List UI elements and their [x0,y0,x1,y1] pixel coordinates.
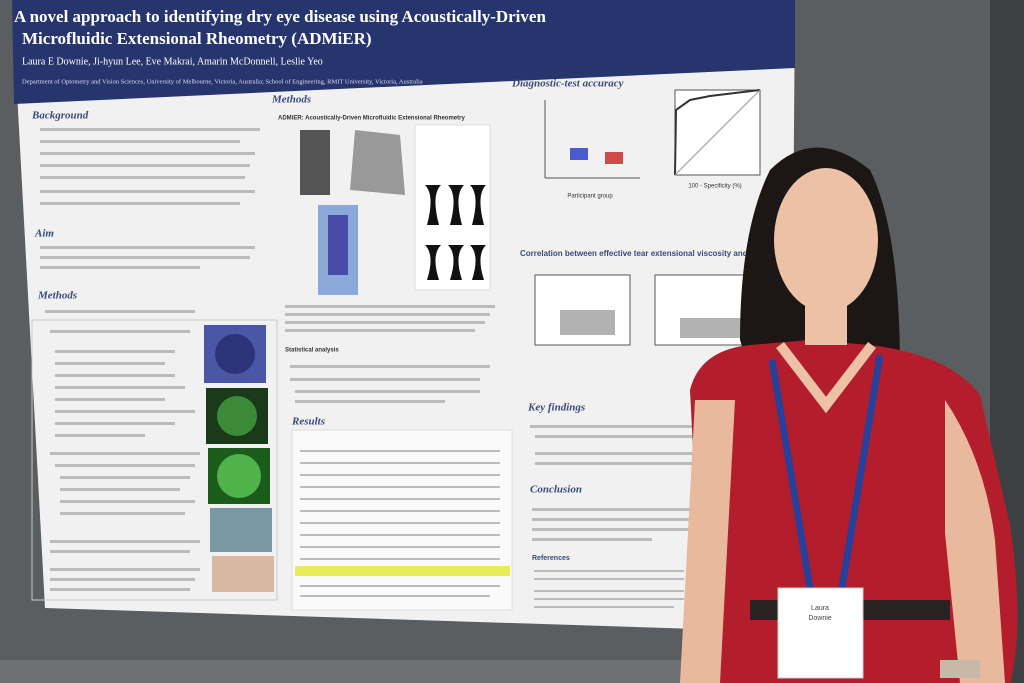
eye-images [204,325,274,592]
badge-name: Downie [808,615,831,622]
section-heading: Conclusion [530,484,582,496]
section-heading: Correlation between effective tear exten… [520,249,823,258]
poster-header [12,0,795,104]
poster-title: A novel approach to identifying dry eye … [14,7,546,26]
section-heading: Diagnostic-test accuracy [511,78,624,90]
poster-affiliations: Department of Optometry and Vision Scien… [22,78,423,85]
section-heading: Results [291,416,325,428]
roc-figure [674,89,761,176]
text-lines [530,425,702,608]
methods-box [31,319,278,601]
section-heading: Background [31,110,89,122]
subheading: ADMiER: Acoustically-Driven Microfluidic… [278,116,465,122]
floor-strip [0,660,700,683]
results-table [291,429,513,611]
text-lines [285,305,495,403]
axis-label: Participant group [567,194,613,200]
scatter-figure [544,100,640,179]
poster-authors: Laura E Downie, Ji-hyun Lee, Eve Makrai,… [22,56,323,67]
section-heading: Methods [271,94,311,106]
admier-figure [300,124,491,295]
section-heading: Methods [37,290,77,302]
text-lines [40,128,260,591]
section-heading: Key findings [527,402,585,414]
person [680,147,1018,683]
section-heading: References [532,555,570,562]
axis-label: 100 - Specificity (%) [688,184,741,190]
correlation-plots [534,274,766,346]
section-heading: Aim [34,228,54,240]
subheading: Statistical analysis [285,348,339,354]
badge-name: Laura [811,605,829,612]
poster-title: Microfluidic Extensional Rheometry (ADMi… [22,29,372,48]
